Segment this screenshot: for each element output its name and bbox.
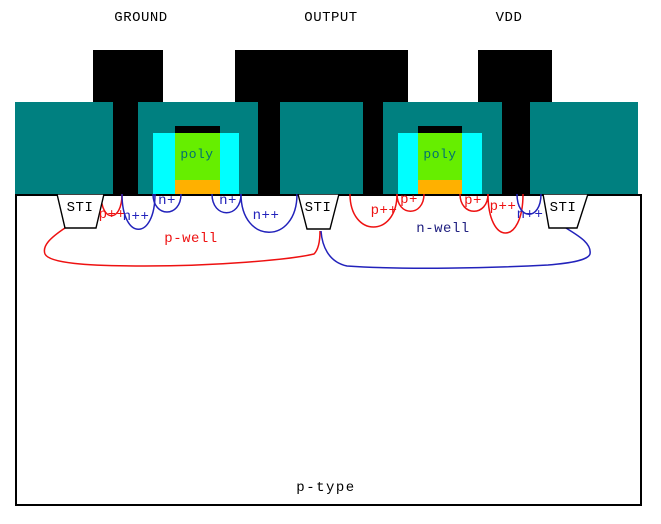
nmos-n-plus-right-bubble xyxy=(211,193,242,214)
n-well-label: n-well xyxy=(416,221,470,237)
nmos-n-plus-plus-right-bubble xyxy=(240,193,298,233)
output-via-right xyxy=(363,102,383,194)
pmos-p-plus-plus-right-bubble xyxy=(487,193,524,234)
ground-contact-pad xyxy=(93,50,163,102)
output-via-left xyxy=(258,102,280,194)
nmos-n-plus-left-label: n+ xyxy=(158,193,176,209)
nmos-p-plus-plus-label: p++ xyxy=(98,207,126,223)
nmos-n-plus-right-label: n+ xyxy=(219,193,237,209)
pmos-gate-oxide xyxy=(418,180,462,194)
vdd-via xyxy=(502,102,530,194)
ground-terminal-label: GROUND xyxy=(114,10,168,26)
sti-trench-left xyxy=(56,193,105,229)
pmos-p-plus-left-bubble xyxy=(396,193,425,212)
pmos-poly-gate xyxy=(418,133,462,180)
pmos-p-plus-right-label: p+ xyxy=(464,193,482,209)
oxide-block-far-left xyxy=(15,102,113,194)
pmos-p-plus-plus-right-label: p++ xyxy=(489,199,517,215)
pmos-p-plus-left-label: p+ xyxy=(400,192,418,208)
nmos-poly-gate xyxy=(175,133,220,180)
oxide-block-far-right xyxy=(530,102,638,194)
sti-trench-middle xyxy=(297,193,340,230)
vdd-terminal-label: VDD xyxy=(495,10,523,26)
nmos-n-plus-plus-right-label: n++ xyxy=(252,208,280,224)
pmos-n-plus-plus-bubble xyxy=(516,193,542,215)
nmos-n-plus-plus-left-bubble xyxy=(121,193,156,230)
nmos-gate-oxide xyxy=(175,180,220,194)
pmos-p-plus-plus-left-label: p++ xyxy=(370,203,398,219)
output-contact-pad xyxy=(235,50,408,102)
output-terminal-label: OUTPUT xyxy=(304,10,358,26)
p-type-substrate-label: p-type xyxy=(296,480,356,496)
sti-trench-right xyxy=(542,193,589,229)
pmos-p-plus-plus-left-bubble xyxy=(349,193,398,228)
p-well-boundary-curve xyxy=(43,227,321,267)
nmos-n-plus-plus-left-label: n++ xyxy=(122,209,150,225)
p-type-substrate-box xyxy=(15,194,642,506)
vdd-contact-pad xyxy=(478,50,552,102)
sti-left-label: STI xyxy=(66,200,94,216)
ground-via xyxy=(113,102,138,194)
p-well-label: p-well xyxy=(164,231,218,247)
pmos-p-plus-right-bubble xyxy=(459,193,489,212)
nmos-poly-label: poly xyxy=(180,147,214,162)
pmos-poly-label: poly xyxy=(423,147,457,162)
pmos-gate-cap xyxy=(418,126,462,133)
nmos-n-plus-left-bubble xyxy=(152,193,182,213)
sti-right-label: STI xyxy=(549,200,577,216)
sti-middle-label: STI xyxy=(304,200,332,216)
pmos-n-plus-plus-label: n++ xyxy=(516,207,544,223)
nmos-gate-cap xyxy=(175,126,220,133)
oxide-block-center xyxy=(280,102,363,194)
n-well-boundary-curve xyxy=(320,227,591,269)
